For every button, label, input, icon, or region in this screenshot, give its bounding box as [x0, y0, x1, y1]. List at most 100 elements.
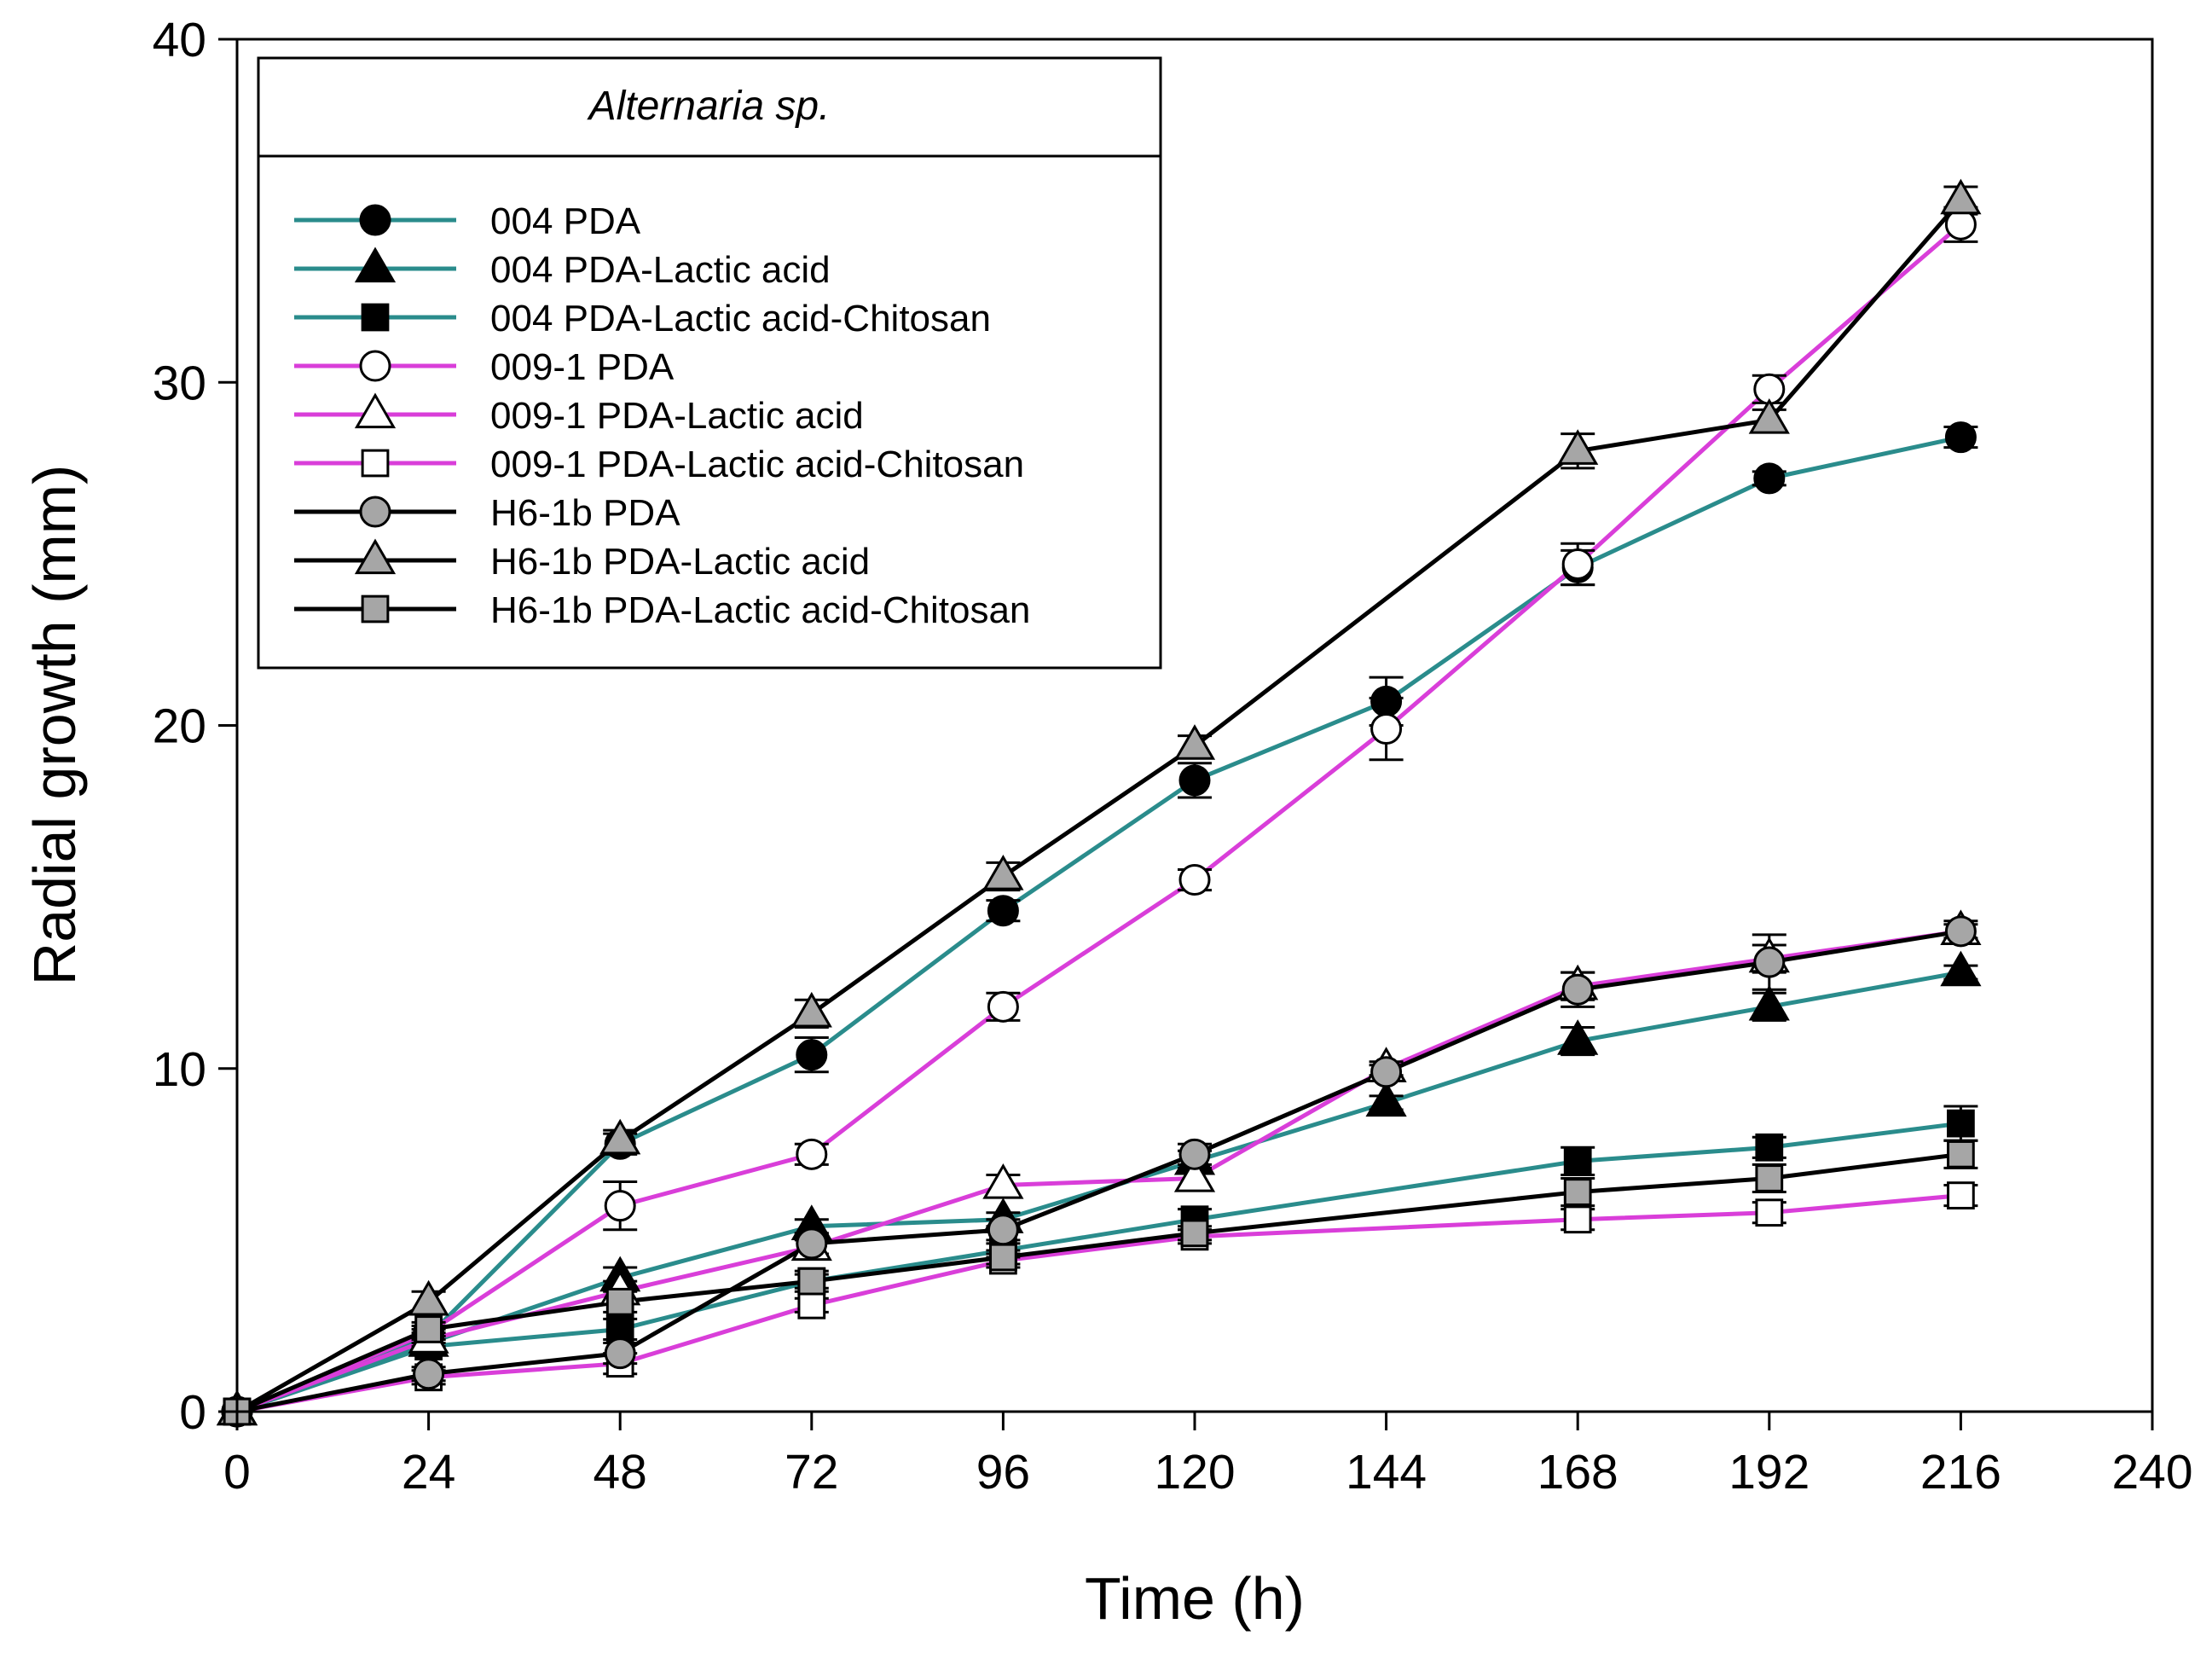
x-tick-label: 240: [2111, 1445, 2192, 1499]
legend-items: 004 PDA 004 PDA-Lactic acid 004 PDA-Lactic…: [294, 200, 1030, 631]
data-point-series-9: [797, 1267, 826, 1296]
series-line-7: [236, 929, 1961, 1414]
legend-marker: [354, 392, 397, 429]
data-point-series-8: [790, 991, 832, 1028]
data-point-series-7: [1753, 946, 1786, 978]
legend-item: 009-1 PDA-Lactic acid: [294, 392, 864, 437]
data-point-series-3: [1563, 1146, 1592, 1175]
y-tick-label: 20: [153, 699, 206, 754]
data-point-series-7: [1561, 973, 1594, 1006]
data-point-series-9: [1755, 1164, 1784, 1192]
legend-item: 004 PDA-Lactic acid-Chitosan: [294, 298, 991, 339]
x-tick-label: 48: [593, 1445, 646, 1499]
data-point-series-8: [1748, 398, 1790, 434]
data-point-series-6: [1947, 1181, 1975, 1209]
data-point-series-1: [1370, 685, 1403, 717]
data-point-series-1: [1178, 764, 1211, 797]
legend-marker: [361, 449, 390, 478]
x-tick-label: 120: [1154, 1445, 1235, 1499]
data-point-series-1: [1944, 421, 1977, 454]
data-point-series-7: [604, 1337, 636, 1370]
data-point-series-3: [1947, 1109, 1975, 1138]
legend-label: H6-1b PDA-Lactic acid-Chitosan: [490, 589, 1030, 631]
legend: Alternaria sp. 004 PDA 004 PDA-Lactic aci…: [257, 56, 1162, 670]
data-point-series-6: [1563, 1205, 1592, 1234]
legend-marker: [359, 350, 391, 382]
data-point-series-2: [1365, 1081, 1407, 1117]
data-point-series-4: [796, 1138, 828, 1170]
x-tick-label: 168: [1537, 1445, 1618, 1499]
data-point-series-7: [1178, 1138, 1211, 1170]
legend-item: 004 PDA-Lactic acid: [294, 246, 831, 291]
legend-title: Alternaria sp.: [587, 84, 831, 129]
x-tick-label: 216: [1920, 1445, 2001, 1499]
data-point-series-5: [1173, 1156, 1216, 1192]
data-point-series-3: [1755, 1133, 1784, 1162]
plot-marks: [216, 178, 1982, 1428]
legend-marker: [359, 204, 391, 236]
legend-item: H6-1b PDA-Lactic acid-Chitosan: [294, 589, 1030, 631]
data-point-series-6: [797, 1290, 826, 1320]
data-point-series-6: [1755, 1198, 1784, 1227]
legend-label: 009-1 PDA-Lactic acid: [490, 395, 864, 437]
data-point-series-2: [1557, 1019, 1599, 1055]
y-tick-label: 0: [179, 1385, 206, 1440]
series-line-4: [236, 223, 1963, 1414]
y-tick-label: 30: [153, 356, 206, 410]
legend-marker: [354, 538, 397, 575]
legend-label: H6-1b PDA-Lactic acid: [490, 541, 870, 583]
data-point-series-7: [987, 1214, 1019, 1246]
legend-label: 009-1 PDA-Lactic acid-Chitosan: [490, 444, 1024, 485]
legend-marker: [354, 246, 397, 283]
data-point-series-2: [1940, 950, 1982, 987]
x-tick-label: 24: [402, 1445, 455, 1499]
data-point-series-9: [605, 1287, 634, 1316]
data-point-series-1: [796, 1039, 828, 1071]
data-point-series-9: [1180, 1219, 1209, 1248]
legend-label: 009-1 PDA: [490, 346, 675, 388]
legend-item: 004 PDA: [294, 200, 641, 242]
x-axis-title: Time (h): [1085, 1565, 1305, 1632]
legend-item: 009-1 PDA: [294, 346, 675, 388]
data-point-series-7: [413, 1358, 445, 1390]
y-axis-ticks: 0 10 20 30 40: [153, 13, 237, 1440]
legend-marker: [361, 594, 390, 624]
data-point-series-7: [1370, 1056, 1403, 1088]
data-point-series-2: [1748, 984, 1790, 1021]
data-point-series-1: [987, 895, 1019, 927]
legend-label: 004 PDA-Lactic acid: [490, 249, 831, 291]
data-point-series-8: [1173, 724, 1216, 760]
legend-label: 004 PDA: [490, 200, 641, 242]
data-point-series-8: [408, 1279, 449, 1316]
data-point-series-5: [982, 1163, 1024, 1199]
data-point-series-8: [599, 1118, 641, 1155]
data-point-series-9: [989, 1243, 1017, 1272]
data-point-series-4: [1370, 713, 1403, 745]
legend-item: H6-1b PDA: [294, 492, 680, 534]
data-point-series-8: [1557, 429, 1599, 465]
data-point-series-9: [1563, 1178, 1592, 1206]
x-tick-label: 192: [1728, 1445, 1810, 1499]
x-tick-label: 0: [223, 1445, 251, 1499]
y-axis-title: Radial growth (mm): [21, 465, 88, 986]
legend-marker: [361, 303, 390, 332]
data-point-series-9: [414, 1315, 443, 1343]
data-point-series-7: [1944, 915, 1977, 948]
legend-marker: [359, 496, 391, 528]
x-tick-label: 96: [976, 1445, 1030, 1499]
data-point-series-4: [604, 1190, 636, 1222]
data-point-series-7: [796, 1227, 828, 1260]
legend-label: 004 PDA-Lactic acid-Chitosan: [490, 298, 991, 339]
data-point-series-4: [1178, 864, 1211, 896]
x-axis-ticks: 0 24 48 72 96 120 144 168 192 216 240: [223, 1412, 2193, 1499]
data-point-series-1: [1753, 462, 1786, 495]
data-point-series-4: [1944, 208, 1977, 241]
x-tick-label: 72: [785, 1445, 838, 1499]
legend-item: H6-1b PDA-Lactic acid: [294, 538, 870, 583]
data-point-series-4: [1561, 548, 1594, 580]
legend-item: 009-1 PDA-Lactic acid-Chitosan: [294, 444, 1024, 485]
legend-label: H6-1b PDA: [490, 492, 680, 534]
data-point-series-9: [1947, 1140, 1975, 1169]
y-tick-label: 40: [153, 13, 206, 67]
